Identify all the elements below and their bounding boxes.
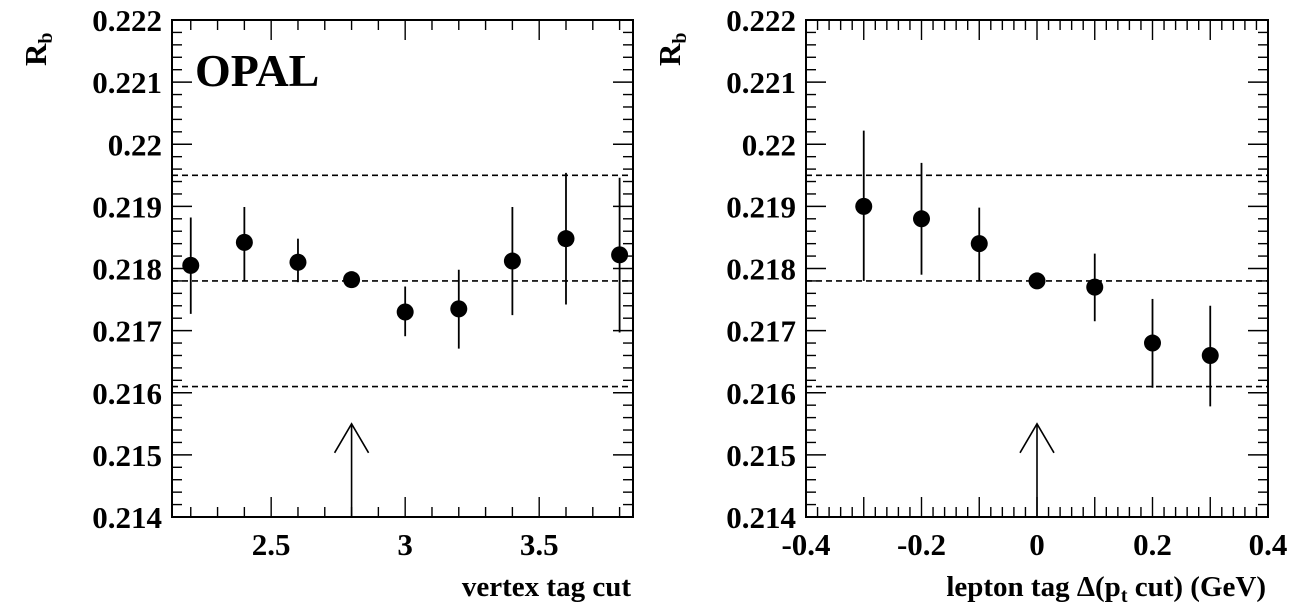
data-marker <box>1144 334 1161 352</box>
x-axis-title-end: cut) (GeV) <box>1127 571 1266 603</box>
y-tick-label: 0.215 <box>726 438 796 473</box>
y-tick-label: 0.215 <box>92 438 162 473</box>
arrow-head <box>1019 422 1055 454</box>
data-marker <box>182 256 200 274</box>
axis-ticks <box>172 19 633 518</box>
y-tick-label: 0.218 <box>726 252 796 287</box>
data-points <box>855 130 1219 407</box>
y-axis-title-sub: b <box>669 32 691 43</box>
y-tick-label: 0.219 <box>726 189 796 224</box>
selected-cut-arrow <box>1019 422 1055 517</box>
data-marker <box>855 197 873 215</box>
x-tick-label: 0.4 <box>1249 527 1288 562</box>
y-tick-labels: 0.214 0.215 0.216 0.217 0.218 0.219 0.22 0.221 0… <box>726 3 796 535</box>
x-axis-title: lepton tag Δ(pt cut) (GeV) <box>946 571 1266 604</box>
x-tick-label: 2.5 <box>252 527 291 562</box>
data-marker <box>557 230 575 248</box>
data-marker <box>1201 346 1219 364</box>
data-point <box>970 207 988 281</box>
y-tick-label: 0.22 <box>108 127 162 162</box>
data-marker <box>1028 272 1046 290</box>
y-tick-label: 0.221 <box>92 65 162 100</box>
data-point <box>1086 253 1104 322</box>
y-axis-title-sub: b <box>35 32 57 43</box>
arrow-head <box>333 422 370 454</box>
selected-cut-arrow <box>333 422 370 517</box>
reference-lines <box>172 174 633 388</box>
y-tick-label: 0.216 <box>92 376 162 411</box>
data-marker <box>450 300 468 318</box>
y-axis-title: Rb <box>652 32 691 66</box>
x-tick-label: 3.5 <box>520 527 559 562</box>
y-tick-label: 0.22 <box>742 127 796 162</box>
data-point <box>289 238 307 283</box>
data-point <box>235 206 253 281</box>
data-point <box>557 172 575 305</box>
y-axis-title-main: R <box>652 43 687 66</box>
y-tick-label: 0.217 <box>726 314 796 349</box>
y-tick-label: 0.221 <box>726 65 796 100</box>
panel-lepton-tag: 0.214 0.215 0.216 0.217 0.218 0.219 0.22 0.221 0… <box>652 3 1287 604</box>
y-tick-label: 0.222 <box>726 3 796 38</box>
y-tick-labels: 0.214 0.215 0.216 0.217 0.218 0.219 0.22 0.221 0… <box>92 3 162 535</box>
panel-vertex-tag: 0.214 0.215 0.216 0.217 0.218 0.219 0.22 0.221 0… <box>18 3 634 603</box>
data-marker <box>970 235 988 253</box>
x-tick-label: 3 <box>397 527 413 562</box>
y-tick-label: 0.217 <box>92 314 162 349</box>
experiment-label: OPAL <box>195 45 319 96</box>
data-marker <box>235 233 253 251</box>
data-marker <box>611 246 629 264</box>
data-point <box>503 206 521 316</box>
data-point <box>611 177 629 333</box>
data-marker <box>289 253 307 271</box>
y-axis-title-main: R <box>18 43 53 66</box>
x-tick-label: 0 <box>1029 527 1045 562</box>
y-tick-label: 0.216 <box>726 376 796 411</box>
data-marker <box>503 252 521 270</box>
y-tick-label: 0.214 <box>92 500 162 535</box>
x-tick-labels: 2.5 3 3.5 <box>252 527 559 562</box>
y-axis-title: Rb <box>18 32 57 66</box>
data-points <box>182 172 629 349</box>
data-marker <box>343 271 361 289</box>
data-point <box>913 162 930 275</box>
data-point <box>1144 298 1161 388</box>
x-tick-label: -0.4 <box>781 527 830 562</box>
data-point <box>855 130 873 281</box>
x-tick-labels: -0.4 -0.2 0 0.2 0.4 <box>781 527 1287 562</box>
x-axis-title-sub: t <box>1121 585 1128 604</box>
y-tick-label: 0.222 <box>92 3 162 38</box>
data-point <box>182 217 200 314</box>
data-point <box>396 286 414 337</box>
y-tick-label: 0.218 <box>92 252 162 287</box>
y-tick-label: 0.214 <box>726 500 796 535</box>
data-marker <box>396 303 414 321</box>
data-point <box>343 271 361 289</box>
data-point <box>1028 272 1046 290</box>
x-tick-label: 0.2 <box>1133 527 1172 562</box>
x-tick-label: -0.2 <box>897 527 946 562</box>
x-axis-title-main: lepton tag Δ(p <box>946 571 1120 603</box>
data-marker <box>1086 278 1104 296</box>
x-axis-title: vertex tag cut <box>462 571 631 603</box>
data-point <box>450 269 468 349</box>
data-marker <box>913 210 930 228</box>
data-point <box>1201 305 1219 407</box>
y-tick-label: 0.219 <box>92 189 162 224</box>
axis-ticks <box>805 19 1269 518</box>
